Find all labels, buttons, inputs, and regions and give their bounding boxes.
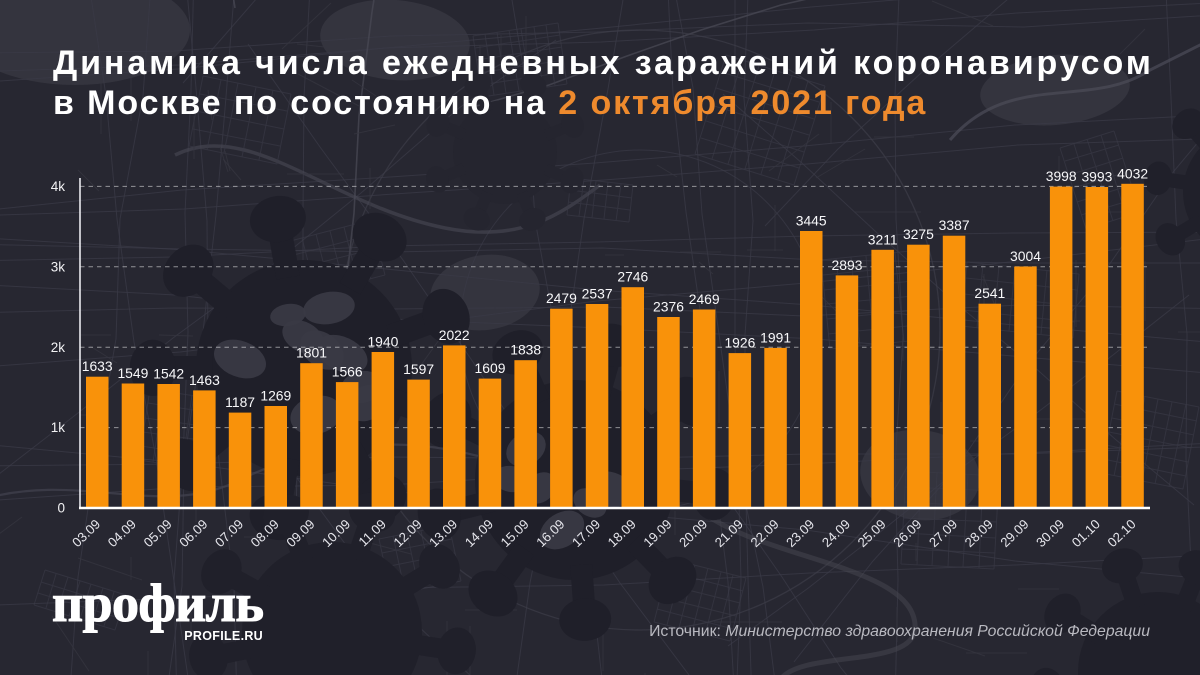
svg-text:1549: 1549	[117, 365, 148, 381]
svg-text:23.09: 23.09	[783, 516, 817, 550]
svg-text:0: 0	[57, 501, 65, 516]
svg-text:2537: 2537	[582, 286, 613, 302]
svg-text:3998: 3998	[1046, 168, 1077, 184]
svg-text:10.09: 10.09	[319, 516, 353, 550]
svg-text:1633: 1633	[82, 358, 113, 374]
svg-text:05.09: 05.09	[141, 516, 175, 550]
svg-text:2k: 2k	[51, 340, 66, 355]
svg-text:28.09: 28.09	[962, 516, 996, 550]
svg-text:2469: 2469	[689, 291, 720, 307]
svg-text:1940: 1940	[367, 334, 398, 350]
svg-text:18.09: 18.09	[605, 516, 639, 550]
svg-text:3k: 3k	[51, 259, 66, 274]
svg-text:03.09: 03.09	[69, 516, 103, 550]
svg-text:24.09: 24.09	[819, 516, 853, 550]
svg-text:02.10: 02.10	[1105, 516, 1139, 550]
svg-text:1542: 1542	[153, 366, 184, 382]
svg-text:15.09: 15.09	[498, 516, 532, 550]
svg-text:2022: 2022	[439, 327, 470, 343]
svg-text:2541: 2541	[974, 285, 1005, 301]
svg-text:2479: 2479	[546, 290, 577, 306]
svg-text:3211: 3211	[868, 231, 898, 247]
svg-text:1463: 1463	[189, 372, 220, 388]
svg-text:3445: 3445	[796, 213, 827, 229]
svg-text:19.09: 19.09	[640, 516, 674, 550]
svg-text:4032: 4032	[1117, 165, 1148, 181]
svg-text:4k: 4k	[51, 179, 66, 194]
svg-text:16.09: 16.09	[533, 516, 567, 550]
svg-text:1187: 1187	[225, 394, 255, 410]
svg-text:27.09: 27.09	[926, 516, 960, 550]
svg-text:20.09: 20.09	[676, 516, 710, 550]
svg-text:1597: 1597	[403, 361, 434, 377]
svg-text:08.09: 08.09	[248, 516, 282, 550]
svg-text:1838: 1838	[510, 342, 541, 358]
svg-text:3993: 3993	[1081, 169, 1112, 185]
svg-text:3275: 3275	[903, 226, 934, 242]
svg-text:1k: 1k	[51, 420, 66, 435]
svg-text:17.09: 17.09	[569, 516, 603, 550]
svg-text:30.09: 30.09	[1033, 516, 1067, 550]
svg-text:1609: 1609	[475, 360, 506, 376]
svg-text:12.09: 12.09	[391, 516, 425, 550]
svg-text:2376: 2376	[653, 299, 684, 315]
svg-text:01.10: 01.10	[1069, 516, 1103, 550]
svg-text:06.09: 06.09	[176, 516, 210, 550]
svg-text:29.09: 29.09	[997, 516, 1031, 550]
svg-text:3004: 3004	[1010, 248, 1041, 264]
svg-text:1269: 1269	[260, 388, 291, 404]
svg-text:21.09: 21.09	[712, 516, 746, 550]
svg-text:04.09: 04.09	[105, 516, 139, 550]
svg-text:1566: 1566	[332, 364, 363, 380]
svg-text:2893: 2893	[832, 257, 863, 273]
svg-text:07.09: 07.09	[212, 516, 246, 550]
svg-text:1991: 1991	[760, 329, 791, 345]
svg-text:14.09: 14.09	[462, 516, 496, 550]
svg-text:26.09: 26.09	[890, 516, 924, 550]
svg-text:09.09: 09.09	[283, 516, 317, 550]
svg-text:1801: 1801	[296, 345, 327, 361]
svg-text:3387: 3387	[939, 217, 970, 233]
svg-text:13.09: 13.09	[426, 516, 460, 550]
svg-text:22.09: 22.09	[748, 516, 782, 550]
svg-text:1926: 1926	[724, 335, 755, 351]
svg-text:11.09: 11.09	[356, 516, 389, 549]
svg-text:2746: 2746	[617, 269, 648, 285]
svg-text:25.09: 25.09	[855, 516, 889, 550]
